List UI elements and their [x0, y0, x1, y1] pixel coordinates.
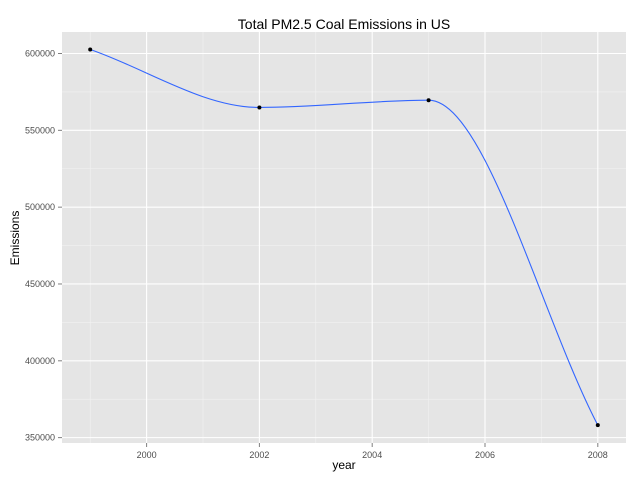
x-axis-label: year: [332, 458, 355, 472]
x-tick-label: 2000: [137, 450, 157, 460]
y-tick-label: 500000: [25, 202, 55, 212]
data-point: [257, 105, 262, 110]
y-tick-label: 450000: [25, 279, 55, 289]
y-tick-label: 400000: [25, 356, 55, 366]
data-point: [426, 98, 431, 103]
y-tick-label: 600000: [25, 49, 55, 59]
chart-title: Total PM2.5 Coal Emissions in US: [238, 16, 450, 32]
x-tick-label: 2006: [475, 450, 495, 460]
x-tick-label: 2004: [362, 450, 382, 460]
minor-gridlines: [62, 32, 626, 443]
series-emissions: [90, 48, 599, 426]
major-gridlines: [62, 32, 626, 443]
y-tick-label: 550000: [25, 125, 55, 135]
data-point: [88, 47, 93, 52]
data-point: [595, 423, 600, 428]
plot-panel: [62, 32, 626, 443]
x-axis: 2000 2002 2004 2006 2008: [137, 443, 608, 460]
y-axis-label: Emissions: [8, 211, 22, 266]
series-line: [90, 48, 599, 426]
x-tick-label: 2002: [249, 450, 269, 460]
data-points: [88, 47, 600, 428]
y-axis: 350000 400000 450000 500000 550000 600000: [25, 49, 62, 443]
y-tick-label: 350000: [25, 433, 55, 443]
x-tick-label: 2008: [588, 450, 608, 460]
